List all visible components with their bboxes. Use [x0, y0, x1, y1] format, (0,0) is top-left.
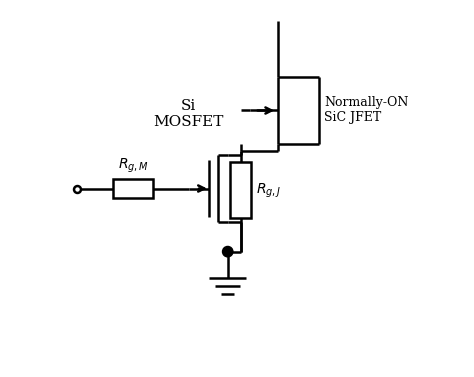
Bar — [112, 179, 154, 198]
Circle shape — [222, 247, 233, 257]
Text: Si
MOSFET: Si MOSFET — [154, 99, 224, 129]
Text: $R_{g,M}$: $R_{g,M}$ — [118, 156, 148, 175]
Text: $R_{g,J}$: $R_{g,J}$ — [255, 181, 281, 199]
Text: Normally-ON
SiC JFET: Normally-ON SiC JFET — [324, 97, 409, 124]
Bar — [230, 162, 251, 218]
